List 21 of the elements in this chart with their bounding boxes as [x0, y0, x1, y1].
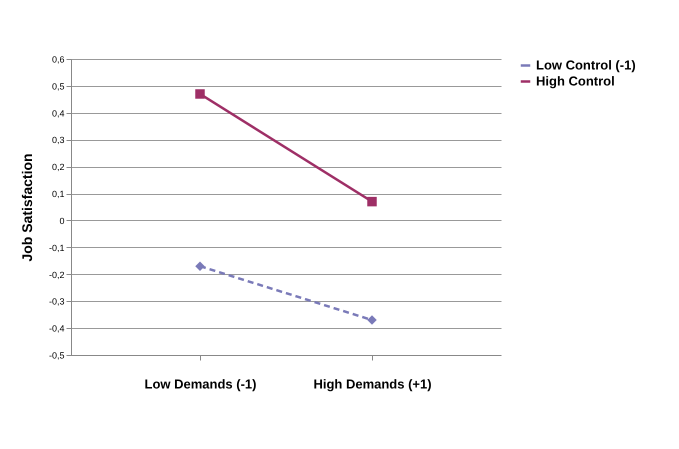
y-tick-label: 0,6 [52, 54, 64, 64]
point [195, 89, 205, 99]
y-tick-label: 0,1 [52, 189, 64, 200]
y-tick-label: -0,1 [48, 242, 64, 253]
y-tick-label: 0,5 [52, 81, 64, 92]
y-tick-label: 0,3 [52, 135, 64, 146]
x-tick-label: Low Demands (-1) [144, 376, 256, 392]
x-tick-label: High Demands (+1) [313, 376, 432, 392]
y-tick-label: 0,4 [52, 108, 64, 118]
legend-label: High Control [536, 74, 615, 88]
y-tick-label: -0,5 [48, 350, 64, 360]
y-tick-label: 0 [59, 216, 64, 226]
point [367, 315, 377, 325]
y-axis-title: Job Satisfaction [18, 153, 35, 262]
y-tick-label: -0,4 [48, 324, 64, 334]
legend-label: Low Control (-1) [536, 58, 636, 72]
point [367, 196, 377, 206]
point [195, 261, 205, 271]
y-tick-label: 0,2 [52, 162, 64, 172]
y-tick-label: -0,2 [48, 270, 64, 280]
y-tick-label: -0,3 [48, 296, 64, 307]
